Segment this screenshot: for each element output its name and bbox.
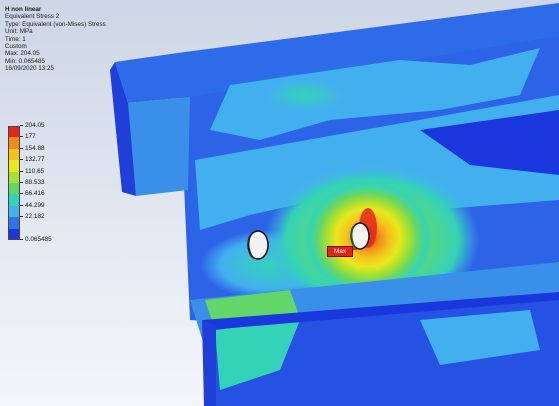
bottom-flange-cyan bbox=[215, 320, 300, 390]
legend-tick bbox=[20, 170, 23, 172]
legend-band: 154.88 bbox=[8, 145, 88, 161]
legend-tick bbox=[20, 125, 23, 126]
legend-swatch bbox=[8, 160, 20, 172]
top-flange-lip bbox=[127, 97, 190, 196]
legend-band: 0.065485 bbox=[8, 228, 88, 243]
top-flange bbox=[115, 3, 559, 103]
legend-band: 88.533 bbox=[8, 179, 88, 195]
result-title: H non linear bbox=[5, 6, 42, 13]
result-range-mode: Custom bbox=[5, 43, 27, 51]
legend-swatch bbox=[8, 137, 20, 149]
legend-swatch bbox=[8, 194, 20, 206]
result-info-panel: H non linear Equivalent Stress 2 Type: E… bbox=[5, 6, 106, 73]
legend-band: 22.182 bbox=[8, 213, 88, 229]
bottom-flange-light bbox=[420, 310, 540, 365]
legend-band: 44.299 bbox=[8, 202, 88, 218]
legend-tick bbox=[20, 136, 23, 138]
result-timestamp: 16/09/2020 13:25 bbox=[5, 65, 55, 73]
legend-swatch bbox=[8, 148, 20, 161]
result-type: Type: Equivalent (von-Mises) Stress bbox=[5, 20, 106, 28]
legend-value: 177 bbox=[25, 133, 36, 141]
result-max: Max: 204.05 bbox=[5, 50, 40, 58]
legend-band: 177 bbox=[8, 133, 88, 149]
legend-band: 66.416 bbox=[8, 190, 88, 206]
legend-value: 88.533 bbox=[25, 178, 45, 186]
legend-tick bbox=[20, 204, 23, 206]
legend-swatch bbox=[8, 126, 20, 138]
top-flange-edge bbox=[110, 62, 136, 196]
legend-tick bbox=[20, 216, 23, 218]
web-upper-cyan-blob bbox=[250, 73, 360, 117]
legend-value: 66.416 bbox=[25, 190, 45, 198]
legend-swatch bbox=[8, 171, 20, 183]
legend-value: 22.182 bbox=[25, 213, 45, 221]
result-time: Time: 1 bbox=[5, 35, 26, 43]
legend-swatch bbox=[8, 182, 20, 195]
legend-value: 132.77 bbox=[25, 156, 45, 164]
legend-band: 110.65 bbox=[8, 168, 88, 183]
web-dark-patch bbox=[420, 110, 559, 175]
legend-band: 132.77 bbox=[8, 156, 88, 172]
legend-value: 154.88 bbox=[25, 144, 45, 152]
legend-tick bbox=[20, 238, 23, 240]
legend-band: 204.05 bbox=[8, 122, 88, 138]
bottom-flange-edge bbox=[203, 292, 559, 330]
result-min: Min: 0.065485 bbox=[5, 57, 45, 65]
legend-value: 44.299 bbox=[25, 201, 45, 209]
legend-value: 204.05 bbox=[25, 122, 45, 129]
contour-legend[interactable]: 204.05 177 154.88 132.77 110.65 88.533 66.416 4… bbox=[8, 122, 88, 243]
legend-swatch bbox=[8, 205, 20, 218]
web-upper-patch bbox=[210, 48, 540, 140]
legend-tick bbox=[20, 181, 23, 183]
legend-tick bbox=[20, 147, 23, 149]
legend-swatch bbox=[8, 217, 20, 229]
legend-value: 110.65 bbox=[25, 167, 45, 175]
max-probe-label[interactable]: Max bbox=[327, 246, 354, 257]
legend-tick bbox=[20, 193, 23, 195]
legend-tick bbox=[20, 159, 23, 161]
legend-swatch bbox=[8, 228, 20, 240]
legend-value: 0.065485 bbox=[25, 235, 52, 243]
result-unit: Unit: MPa bbox=[5, 28, 33, 36]
result-name: Equivalent Stress 2 bbox=[5, 13, 60, 21]
bottom-flange-end bbox=[202, 320, 216, 406]
